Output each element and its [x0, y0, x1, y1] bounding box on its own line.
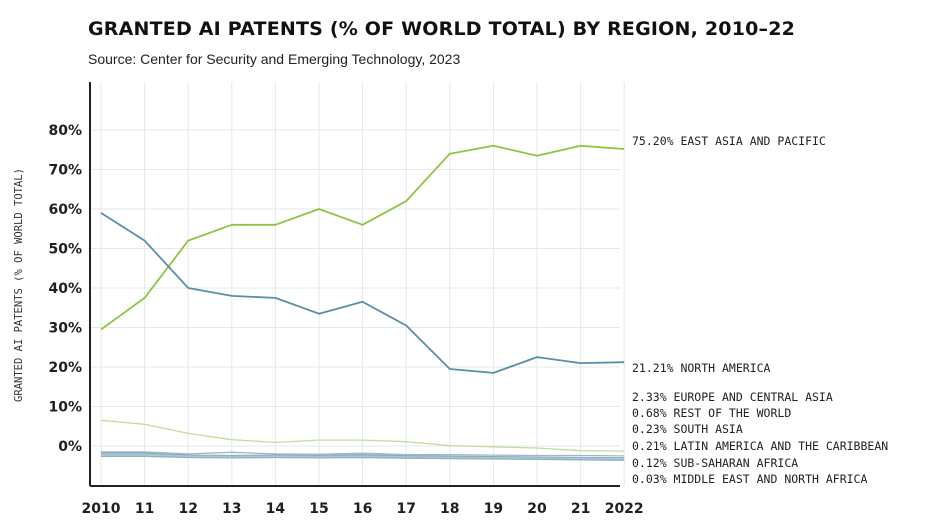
- series-line-rest-of-the-world: [101, 451, 625, 457]
- axes: [89, 82, 620, 487]
- y-tick-label: 30%: [48, 321, 82, 337]
- y-tick-label: 70%: [48, 163, 82, 179]
- x-tick-labels: 2010 11 12 13 14 15 16 17 18 19 20 21 2022: [82, 501, 644, 517]
- y-tick-label: 10%: [48, 400, 82, 416]
- end-label-north-america: 21.21% NORTH AMERICA: [632, 361, 771, 375]
- end-label-middle-east-and-north-africa: 0.03% MIDDLE EAST AND NORTH AFRICA: [632, 472, 867, 486]
- series-lines: [100, 144, 625, 461]
- x-tick-label: 2022: [605, 501, 644, 517]
- x-tick-label: 11: [135, 501, 154, 517]
- end-label-latin-america-and-the-caribbean: 0.21% LATIN AMERICA AND THE CARIBBEAN: [632, 439, 888, 453]
- chart-subtitle: Source: Center for Security and Emerging…: [88, 51, 461, 67]
- x-tick-label: 15: [309, 501, 328, 517]
- x-tick-label: 20: [527, 501, 547, 517]
- series-line-latin-america-and-the-caribbean: [101, 454, 625, 460]
- grid-lines: [90, 82, 625, 486]
- y-tick-label: 80%: [48, 123, 82, 139]
- y-tick-label: 60%: [48, 202, 82, 218]
- x-tick-label: 13: [222, 501, 241, 517]
- y-tick-labels: 0% 10% 20% 30% 40% 50% 60% 70% 80%: [48, 123, 82, 455]
- x-tick-label: 2010: [82, 501, 121, 517]
- y-tick-label: 20%: [48, 360, 82, 376]
- end-label-east-asia-and-pacific: 75.20% EAST ASIA AND PACIFIC: [632, 134, 826, 148]
- end-label-sub-saharan-africa: 0.12% SUB-SAHARAN AFRICA: [632, 456, 798, 470]
- x-tick-label: 16: [353, 501, 372, 517]
- series-end-labels: 75.20% EAST ASIA AND PACIFIC 21.21% NORTH…: [632, 134, 888, 486]
- x-tick-label: 19: [484, 501, 503, 517]
- x-tick-label: 17: [396, 501, 415, 517]
- y-axis-label: GRANTED AI PATENTS (% OF WORLD TOTAL): [13, 168, 25, 402]
- series-line-europe-and-central-asia: [100, 419, 625, 452]
- y-tick-label: 50%: [48, 242, 82, 258]
- y-tick-label: 0%: [58, 439, 82, 455]
- end-label-europe-and-central-asia: 2.33% EUROPE AND CENTRAL ASIA: [632, 390, 833, 404]
- x-tick-label: 21: [571, 501, 590, 517]
- series-line-east-asia-and-pacific: [100, 144, 625, 331]
- series-line-sub-saharan-africa: [101, 454, 625, 461]
- series-line-south-asia: [101, 452, 625, 459]
- x-tick-label: 12: [178, 501, 197, 517]
- chart-title: GRANTED AI PATENTS (% OF WORLD TOTAL) BY…: [88, 18, 796, 40]
- end-label-rest-of-the-world: 0.68% REST OF THE WORLD: [632, 406, 791, 420]
- series-line-middle-east-and-north-africa: [101, 455, 625, 461]
- x-tick-label: 18: [440, 501, 459, 517]
- series-line-north-america: [100, 212, 625, 374]
- end-label-south-asia: 0.23% SOUTH ASIA: [632, 422, 743, 436]
- y-tick-label: 40%: [48, 281, 82, 297]
- x-tick-label: 14: [266, 501, 286, 517]
